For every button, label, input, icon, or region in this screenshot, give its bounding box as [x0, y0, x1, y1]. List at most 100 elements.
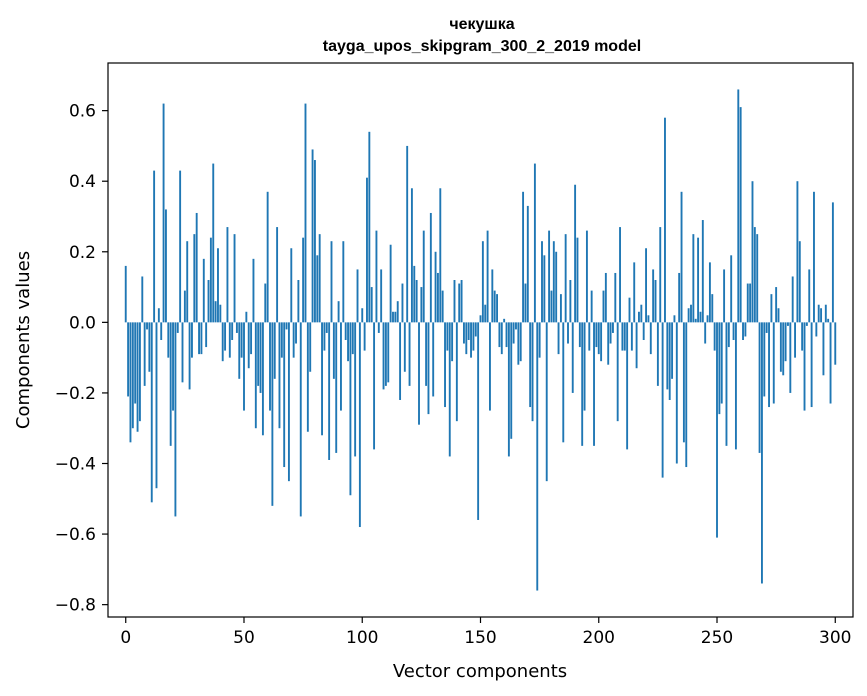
bar-262	[744, 322, 747, 337]
bar-169	[524, 283, 527, 323]
bar-110	[384, 322, 387, 386]
bar-119	[406, 145, 409, 323]
bar-137	[448, 322, 451, 457]
bar-263	[746, 283, 749, 323]
bar-2	[129, 322, 132, 443]
bar-111	[387, 322, 390, 383]
bar-1	[127, 322, 130, 397]
bar-34	[205, 322, 208, 348]
bar-282	[791, 276, 794, 323]
bar-186	[564, 234, 567, 323]
bar-244	[701, 220, 704, 323]
bar-108	[380, 269, 383, 323]
bar-285	[798, 241, 801, 323]
bar-85	[325, 322, 328, 333]
bar-159	[500, 322, 503, 355]
bar-283	[794, 322, 796, 358]
bar-298	[829, 322, 832, 404]
bar-100	[361, 308, 364, 323]
bar-9	[146, 322, 148, 330]
bar-232	[673, 315, 676, 323]
bar-68	[285, 322, 288, 330]
bar-89	[335, 322, 338, 453]
bar-126	[422, 230, 425, 323]
bar-290	[810, 322, 813, 408]
bar-217	[638, 311, 640, 323]
bar-161	[505, 322, 508, 348]
bar-128	[427, 322, 430, 415]
bar-245	[704, 322, 707, 344]
bar-96	[351, 322, 354, 355]
bar-184	[559, 294, 562, 323]
bar-16	[162, 103, 165, 323]
bar-140	[455, 322, 458, 422]
bar-24	[181, 322, 184, 383]
bar-231	[671, 322, 674, 379]
bar-87	[330, 241, 333, 323]
bar-291	[813, 191, 815, 323]
bar-256	[730, 255, 733, 323]
bar-246	[706, 315, 709, 323]
bar-168	[522, 191, 525, 323]
bar-178	[545, 322, 548, 482]
bar-197	[590, 290, 593, 323]
bar-273	[770, 294, 773, 323]
bar-3	[131, 322, 134, 429]
bar-277	[779, 322, 782, 372]
bar-225	[656, 322, 659, 386]
y-tick-label-3: −0.2	[55, 384, 96, 404]
bar-136	[446, 322, 449, 351]
bar-99	[358, 322, 361, 528]
bar-247	[708, 262, 711, 323]
bar-165	[515, 322, 517, 330]
bar-194	[583, 322, 586, 411]
bar-25	[183, 290, 186, 323]
bar-61	[269, 322, 271, 411]
bar-51	[245, 311, 248, 323]
bar-62	[271, 322, 274, 506]
bar-5	[136, 322, 139, 432]
bar-0	[124, 265, 127, 323]
bar-162	[507, 322, 510, 457]
bar-125	[420, 287, 423, 323]
bar-23	[179, 170, 182, 323]
bar-284	[796, 181, 799, 323]
bar-121	[410, 188, 413, 323]
bar-188	[569, 280, 572, 323]
bar-107	[377, 322, 380, 333]
bar-75	[302, 237, 305, 323]
bar-6	[138, 322, 141, 422]
y-axis-label: Components values	[13, 251, 34, 429]
bar-153	[486, 230, 489, 323]
bar-250	[716, 322, 718, 538]
bar-177	[543, 255, 546, 323]
bar-227	[661, 322, 664, 478]
bar-156	[493, 290, 496, 323]
bar-92	[342, 241, 345, 323]
bar-211	[623, 322, 626, 351]
bar-57	[259, 322, 262, 393]
bar-287	[803, 322, 806, 411]
bar-112	[389, 244, 392, 323]
bar-270	[763, 322, 766, 397]
bar-259	[737, 89, 740, 323]
bar-173	[533, 163, 536, 323]
bar-254	[725, 322, 728, 446]
bar-65	[278, 322, 281, 429]
bar-86	[328, 322, 331, 460]
bar-104	[370, 287, 373, 323]
bar-43	[226, 227, 229, 323]
bar-31	[198, 322, 200, 355]
bar-46	[233, 234, 236, 323]
bar-21	[174, 322, 177, 517]
x-tick-label-100: 100	[346, 628, 378, 648]
bar-152	[484, 304, 487, 323]
bar-252	[720, 322, 723, 404]
bar-143	[463, 322, 465, 344]
bar-238	[687, 308, 690, 323]
y-tick-label-1: −0.6	[55, 525, 96, 545]
bar-60	[266, 191, 269, 323]
bar-207	[614, 272, 617, 323]
chart-title: чекушка	[449, 16, 514, 33]
bar-26	[186, 241, 189, 323]
